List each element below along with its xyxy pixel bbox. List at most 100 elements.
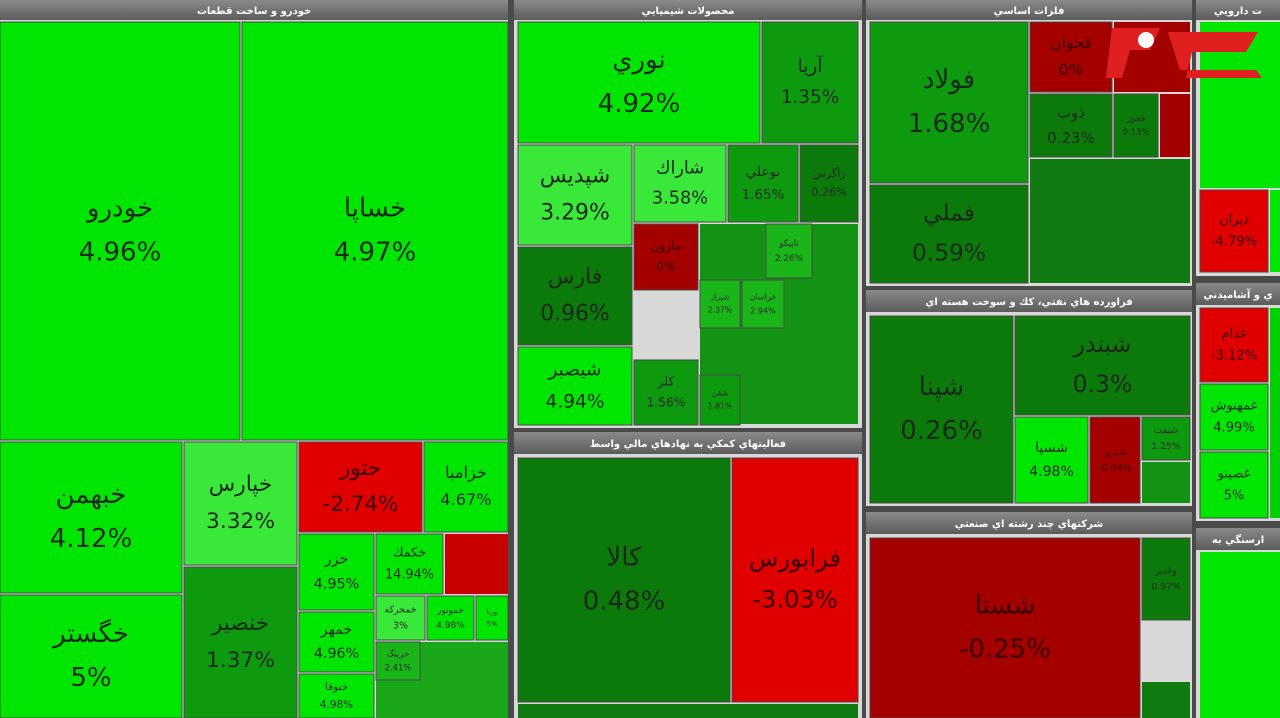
tile (765, 223, 813, 279)
tile-name: خساپا (344, 193, 406, 223)
tile (517, 457, 731, 703)
tile (1199, 383, 1269, 451)
tile-change: 4.92% (598, 89, 681, 119)
tile-name: خگستر (51, 618, 129, 649)
tile-name: فجوان (1050, 33, 1092, 53)
sector-header (1196, 0, 1280, 20)
sector-title: شركتهاي چند رشته اي صنعتي (955, 519, 1104, 530)
tile-change: 4.96% (314, 646, 359, 662)
tile-name: آريا (798, 54, 824, 77)
tile (1270, 190, 1280, 272)
tile-change: 2.41% (385, 663, 412, 673)
tile (761, 21, 859, 144)
tile (241, 21, 509, 441)
sector-header (0, 0, 508, 20)
tile-change: 0.48% (583, 587, 666, 617)
tile-change: 0.23% (1047, 129, 1095, 147)
tile (518, 704, 858, 718)
tile-change: 4.99% (1213, 421, 1255, 436)
tile-name: كلر (657, 375, 675, 390)
sector-title: فلزات اساسي (994, 6, 1065, 17)
tile-name: خراسان (750, 293, 777, 302)
tile-change: 0.3% (1073, 370, 1133, 398)
tile (298, 533, 375, 611)
tile (699, 374, 741, 426)
tile (0, 441, 183, 594)
tile (1200, 552, 1280, 718)
tile (423, 441, 509, 533)
tile-change: 4.96% (79, 238, 162, 268)
tile (298, 611, 375, 673)
tile-name: ديران (1219, 212, 1249, 227)
tile-name: خمحركه (384, 604, 416, 615)
logo (1106, 28, 1262, 78)
tile-name: خمهر (320, 622, 353, 638)
tile-name: شپديس (540, 163, 611, 188)
tile-name: خپارس (209, 472, 273, 497)
tile (0, 594, 183, 718)
tile (1142, 462, 1190, 503)
sector-header (1196, 283, 1280, 305)
tile (298, 441, 423, 533)
sector-title: محصولات شيميايي (642, 6, 735, 17)
tile-name: بوعلي (746, 165, 780, 180)
tile (727, 144, 799, 223)
tile-change: 1.68% (908, 109, 991, 139)
tile (1199, 451, 1269, 519)
tile (699, 279, 741, 329)
tile-name: زاگرس (812, 167, 846, 180)
tile (1029, 93, 1113, 158)
sector-title: فعاليتهاي كمكي به نهادهاي مالي واسط (590, 439, 786, 450)
sector-header (866, 512, 1192, 534)
tile-name: خزر (324, 552, 349, 568)
tile-change: 3.58% (652, 189, 708, 209)
tile-name: شستا (975, 590, 1036, 620)
tile-name: خرينگ (387, 648, 409, 658)
tile-change: 4.98% (1029, 464, 1074, 480)
tile-name: مارون (650, 239, 681, 254)
tile (298, 673, 375, 718)
tile-name: شاراك (656, 158, 704, 178)
tile-name: تاپيكو (778, 239, 799, 249)
tile (1160, 94, 1190, 157)
tile (517, 144, 633, 246)
tile-name: غصينو (1217, 466, 1251, 481)
tile (1141, 537, 1191, 621)
tile (0, 21, 241, 441)
tile (1199, 307, 1269, 383)
tile-change: -0.25% (959, 635, 1051, 665)
tile-change: 4.97% (334, 238, 417, 268)
tile-name: شسپا (1035, 440, 1068, 456)
tile-name: حتور (339, 456, 381, 481)
tile-change: 4.95% (314, 576, 360, 592)
tile-change: -4.79% (1211, 235, 1257, 250)
sector-header (1196, 528, 1280, 550)
tile (1029, 21, 1113, 93)
tile (375, 595, 426, 641)
tile-name: خودرو (85, 193, 153, 223)
tile-change: 1.35% (781, 87, 840, 108)
tile-name: شبريز (1102, 447, 1127, 458)
tile (445, 534, 508, 594)
tile (633, 359, 699, 426)
tile-change: 1.25% (1151, 441, 1181, 452)
tile-name: خزاميا (445, 463, 487, 483)
tile-change: 4.67% (440, 490, 491, 509)
sector-title: ي و آشاميدني (1203, 288, 1272, 301)
tile-change: 0.26% (811, 186, 846, 199)
sector-title: ت دارويي (1214, 6, 1262, 17)
tile-change: -3.12% (1211, 349, 1257, 364)
tile-name: خكمك (393, 546, 426, 561)
tile-change: 3.32% (206, 509, 275, 534)
tile-name: فولاد (923, 65, 975, 95)
tile-name: غدام (1221, 326, 1247, 341)
tile-change: 0.96% (540, 302, 610, 327)
tile-change: 2.94% (750, 306, 776, 315)
sector-header (514, 432, 862, 454)
tile (1030, 159, 1190, 283)
tile (799, 144, 859, 223)
tile-change: -3.03% (752, 586, 838, 614)
tile-change: 0.59% (912, 238, 986, 266)
tile (869, 315, 1014, 504)
